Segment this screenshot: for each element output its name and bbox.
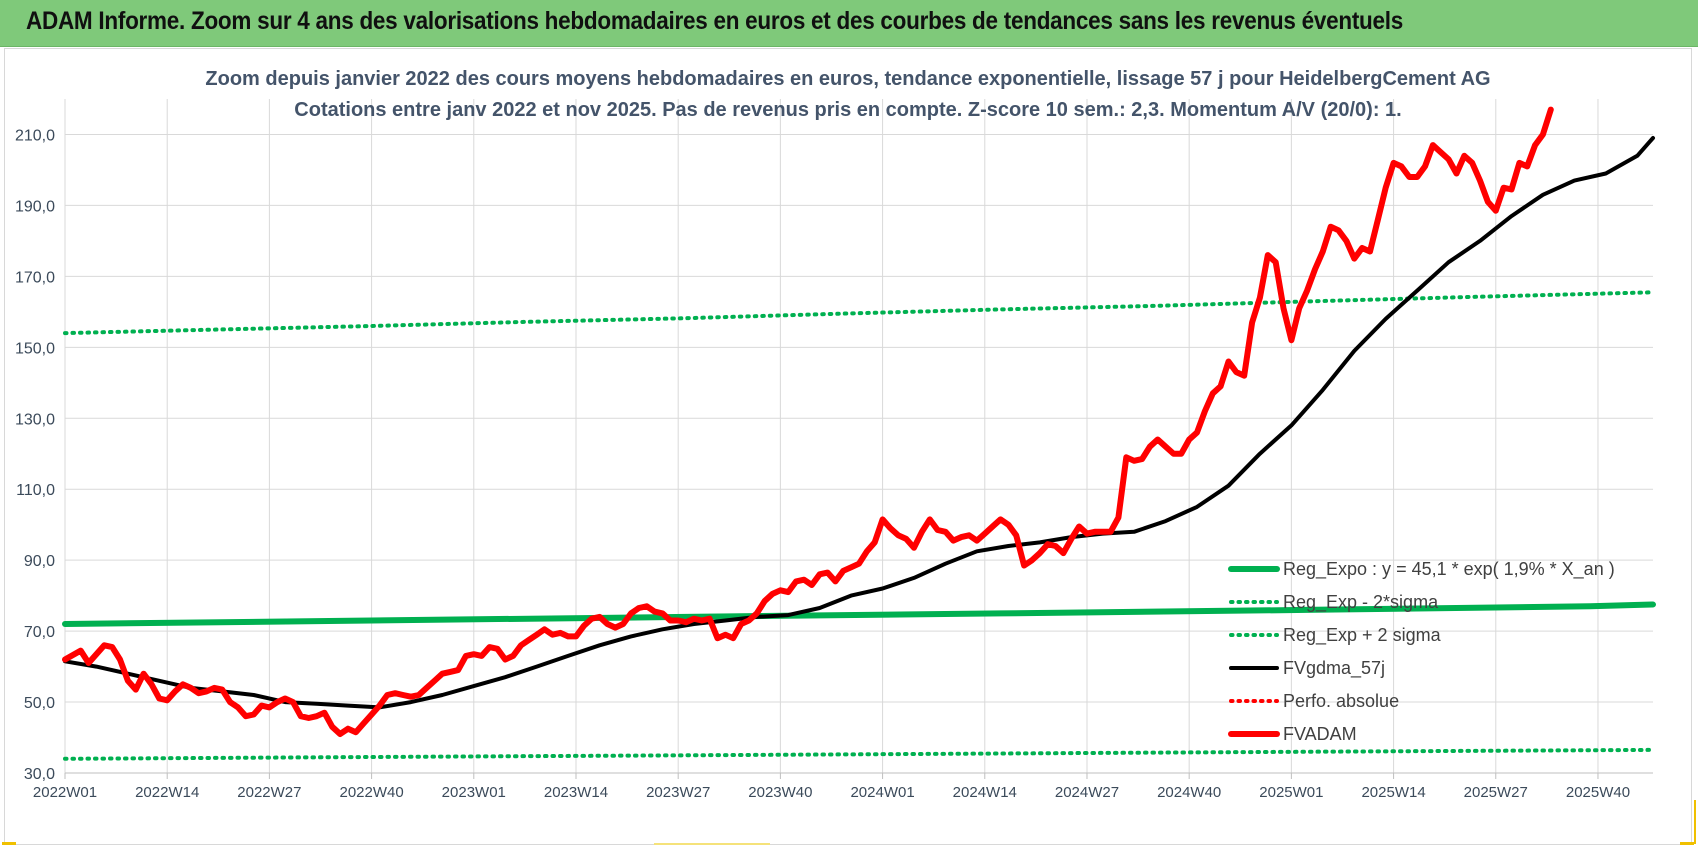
y-tick-label: 70,0 — [24, 624, 55, 641]
chart-axes: 30,0 50,0 70,0 90,0 110,0 130,0 150,0 170,0 190,… — [15, 127, 1653, 801]
x-tick-label: 2025W27 — [1464, 784, 1528, 801]
legend-label: Reg_Exp - 2*sigma — [1283, 592, 1439, 613]
header-banner: ADAM Informe. Zoom sur 4 ans des valoris… — [0, 0, 1698, 47]
series-line-4 — [63, 136, 1655, 710]
legend-label: FVADAM — [1283, 724, 1357, 744]
y-tick-label: 210,0 — [15, 127, 55, 144]
frame-corner-accent — [2, 842, 16, 845]
x-tick-label: 2022W01 — [33, 784, 97, 801]
legend-label: Reg_Expo : y = 45,1 * exp( 1,9% * X_an ) — [1283, 559, 1615, 580]
frame-bottom-accent — [654, 843, 770, 845]
chart-legend: Reg_Expo : y = 45,1 * exp( 1,9% * X_an )… — [1228, 559, 1615, 744]
y-tick-label: 50,0 — [24, 695, 55, 712]
legend-label: Perfo. absolue — [1283, 691, 1399, 711]
series-line-3 — [63, 290, 1655, 336]
y-tick-label: 150,0 — [15, 340, 55, 357]
frame-corner-accent — [1680, 842, 1694, 845]
chart-grid — [64, 99, 1653, 774]
series-line-6 — [62, 106, 1554, 737]
x-tick-label: 2024W14 — [953, 784, 1017, 801]
x-tick-label: 2023W27 — [646, 784, 710, 801]
chart-subtitle: Cotations entre janv 2022 et nov 2025. P… — [294, 99, 1401, 121]
chart-container: 30,0 50,0 70,0 90,0 110,0 130,0 150,0 170,0 190,… — [4, 48, 1692, 845]
x-tick-label: 2025W01 — [1259, 784, 1323, 801]
legend-label: FVgdma_57j — [1283, 658, 1385, 679]
x-tick-label: 2025W14 — [1361, 784, 1425, 801]
y-tick-label: 190,0 — [15, 198, 55, 215]
frame-corner-accent — [1694, 800, 1696, 844]
x-tick-label: 2022W14 — [135, 784, 199, 801]
x-tick-label: 2025W40 — [1566, 784, 1630, 801]
x-tick-label: 2023W01 — [442, 784, 506, 801]
series-line-1 — [62, 601, 1656, 627]
y-tick-label: 90,0 — [24, 553, 55, 570]
x-tick-label: 2023W14 — [544, 784, 608, 801]
y-tick-label: 30,0 — [24, 766, 55, 783]
x-tick-label: 2024W40 — [1157, 784, 1221, 801]
x-tick-label: 2022W40 — [339, 784, 403, 801]
legend-label: Reg_Exp + 2 sigma — [1283, 625, 1442, 646]
x-tick-label: 2024W27 — [1055, 784, 1119, 801]
series-line-2 — [63, 747, 1655, 761]
x-tick-label: 2023W40 — [748, 784, 812, 801]
x-tick-label: 2024W01 — [850, 784, 914, 801]
x-tick-label: 2022W27 — [237, 784, 301, 801]
chart-title: Zoom depuis janvier 2022 des cours moyen… — [205, 68, 1490, 90]
y-tick-label: 170,0 — [15, 269, 55, 286]
banner-title: ADAM Informe. Zoom sur 4 ans des valoris… — [26, 7, 1403, 35]
y-tick-label: 130,0 — [15, 411, 55, 428]
line-chart: 30,0 50,0 70,0 90,0 110,0 130,0 150,0 170,0 190,… — [15, 68, 1656, 801]
y-tick-label: 110,0 — [16, 482, 55, 499]
series-layer — [62, 106, 1656, 761]
